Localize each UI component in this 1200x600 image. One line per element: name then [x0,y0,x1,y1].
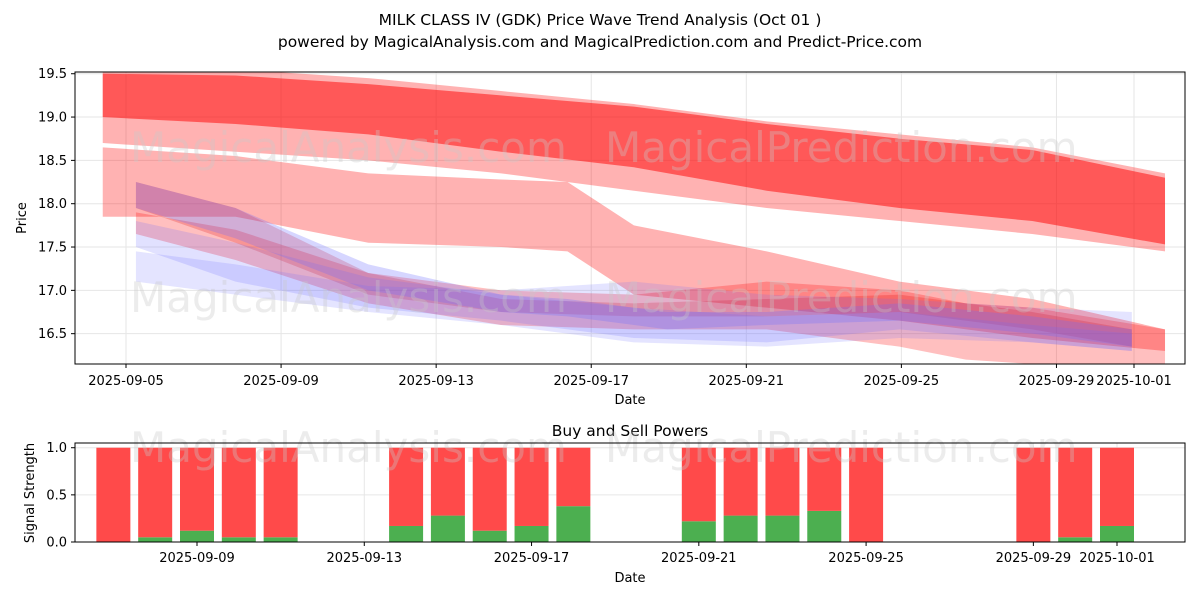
sell-bar [849,447,884,542]
bottom-x-tick-label: 2025-09-17 [494,551,570,566]
wave-band-3 [102,147,1166,352]
bottom-plot-frame [74,442,1186,543]
bottom-x-tick-label: 2025-10-01 [1079,551,1155,566]
top-x-tick-label: 2025-09-09 [243,374,319,389]
buy-bar [765,515,800,542]
sell-bar [389,447,424,526]
top-y-tick-label: 17.5 [38,241,67,256]
wave-band-8 [135,251,1132,352]
sell-bar [1016,447,1051,542]
top-x-tick-label: 2025-09-05 [88,374,164,389]
watermark-left-2: MagicalAnalysis.com [130,273,567,322]
buy-bar [138,537,173,542]
price-wave-plot: MagicalAnalysis.com MagicalPrediction.co… [15,67,1186,408]
buy-bar [514,525,549,542]
sell-bar [180,447,214,531]
buy-bar [472,530,507,542]
top-x-axis-label: Date [614,393,645,408]
buy-bar [180,530,214,542]
top-x-tick-label: 2025-09-21 [709,374,785,389]
chart-title: MILK CLASS IV (GDK) Price Wave Trend Ana… [379,11,822,29]
top-x-tick-label: 2025-09-13 [398,374,474,389]
buy-bar [556,506,591,542]
sell-bar [430,447,465,516]
bottom-x-tick-label: 2025-09-29 [996,551,1072,566]
bottom-x-tick-label: 2025-09-13 [326,551,402,566]
top-y-tick-label: 18.5 [38,154,67,169]
sell-bar [514,447,549,526]
wave-band-7 [135,221,1132,352]
top-x-tick-label: 2025-10-01 [1096,374,1172,389]
top-y-tick-label: 17.0 [38,284,67,299]
top-y-tick-label: 19.0 [38,111,67,126]
wave-band-4 [135,212,1166,364]
buy-bar [263,537,298,542]
sell-bar [556,447,591,507]
top-y-tick-label: 19.5 [38,67,67,82]
wave-band-2 [102,72,1166,252]
bottom-x-axis-label: Date [614,571,645,586]
chart-subtitle: powered by MagicalAnalysis.com and Magic… [278,33,922,51]
wave-band-5 [135,182,1132,347]
buy-bar [1058,537,1093,542]
buy-bar [681,521,716,542]
bottom-chart-title: Buy and Sell Powers [552,422,709,440]
bottom-x-tick-label: 2025-09-25 [828,551,904,566]
sell-bar [807,447,842,511]
bottom-y-tick-label: 1.0 [46,441,67,456]
watermark-bottom-right: MagicalPrediction.com [605,423,1078,472]
sell-bar [681,447,716,522]
sell-bar [1100,447,1134,526]
watermark-right-2: MagicalPrediction.com [605,273,1078,322]
top-y-axis-label: Price [15,202,30,234]
wave-band-1 [102,73,1166,245]
bottom-y-tick-label: 0.0 [46,536,67,551]
buy-bar [430,515,465,542]
buy-bar [807,510,842,542]
top-x-tick-label: 2025-09-29 [1019,374,1095,389]
top-y-tick-label: 16.5 [38,327,67,342]
bottom-y-tick-label: 0.5 [46,488,67,503]
buy-sell-plot: Buy and Sell Powers MagicalAnalysis.com … [23,422,1186,586]
bottom-x-tick-label: 2025-09-09 [159,551,235,566]
wave-band-6 [135,182,1132,347]
top-x-tick-label: 2025-09-25 [864,374,940,389]
bottom-y-axis-label: Signal Strength [23,443,38,543]
top-y-tick-label: 18.0 [38,197,67,212]
bottom-x-tick-label: 2025-09-21 [661,551,737,566]
sell-bar [221,447,256,538]
sell-bar [1058,447,1093,538]
buy-bar [723,515,758,542]
buy-bar [1100,525,1134,542]
buy-bar [389,525,424,542]
sell-bar [723,447,758,516]
top-plot-frame [74,71,1186,365]
top-x-tick-label: 2025-09-17 [553,374,629,389]
watermark-left: MagicalAnalysis.com [130,123,567,172]
sell-bar [472,447,507,531]
watermark-right: MagicalPrediction.com [605,123,1078,172]
sell-bar [765,447,800,516]
sell-bar [138,447,173,538]
buy-bar [221,537,256,542]
sell-bar [96,447,131,542]
sell-bar [263,447,298,538]
watermark-bottom-left: MagicalAnalysis.com [130,423,567,472]
